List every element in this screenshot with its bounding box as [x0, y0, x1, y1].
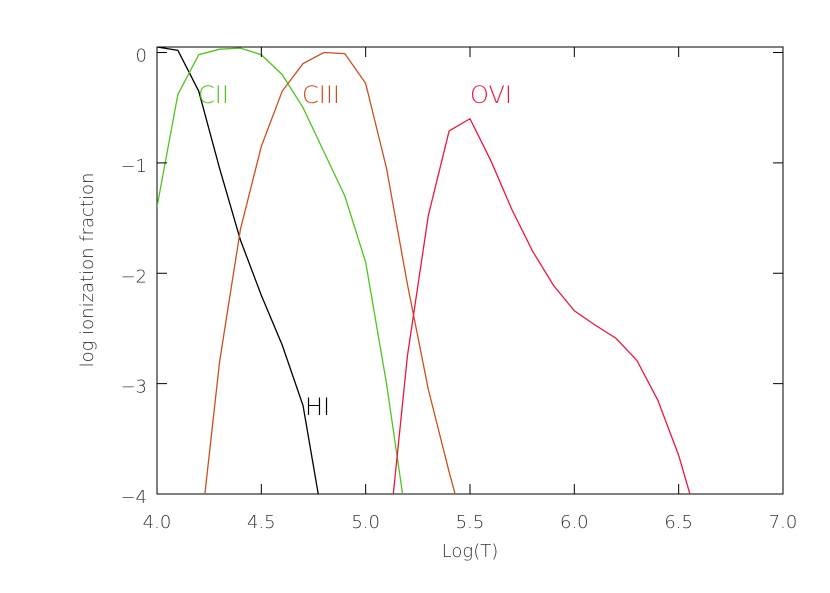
y-tick-label: −3 — [120, 377, 147, 398]
x-tick-label: 6.0 — [560, 512, 589, 533]
series-line — [392, 117, 691, 494]
x-tick-label: 4.0 — [143, 512, 172, 533]
x-tick-label: 5.0 — [351, 512, 380, 533]
x-tick-label: 7.0 — [769, 512, 798, 533]
series-label: OVI — [470, 81, 512, 109]
x-tick-label: 5.5 — [456, 512, 485, 533]
series-label: HI — [305, 393, 330, 421]
series-line — [157, 47, 319, 494]
y-tick-label: 0 — [136, 46, 147, 67]
x-tick-label: 4.5 — [247, 512, 276, 533]
plot-frame — [156, 46, 784, 495]
series-line — [204, 51, 456, 494]
series-line — [157, 47, 404, 494]
y-tick-label: −2 — [120, 266, 147, 287]
plot-area — [157, 47, 691, 494]
y-axis-label: log ionization fraction — [77, 173, 98, 368]
y-tick-label: −1 — [120, 156, 147, 177]
y-tick-label: −4 — [120, 487, 147, 508]
x-tick-label: 6.5 — [664, 512, 693, 533]
series-label: CIII — [302, 81, 340, 109]
series-label: CII — [198, 81, 229, 109]
x-axis-label: Log(T) — [442, 541, 499, 562]
